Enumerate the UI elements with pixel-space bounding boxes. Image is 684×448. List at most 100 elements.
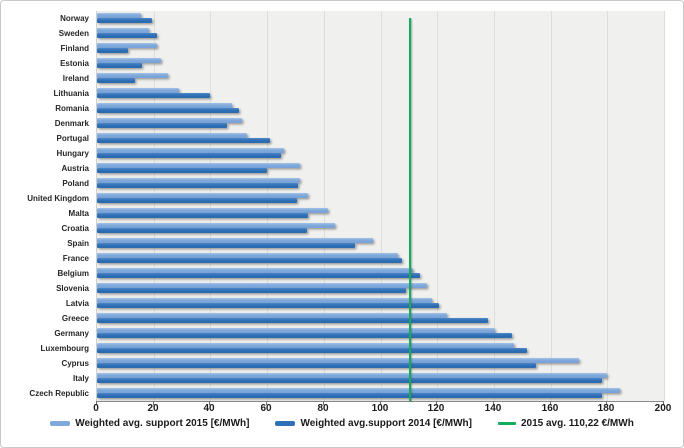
axis-tick	[323, 401, 324, 405]
bar-2014	[97, 63, 143, 68]
bar-2015	[97, 132, 248, 138]
gridline	[551, 11, 552, 401]
axis-tick-label: 120	[427, 403, 445, 414]
axis-tick	[436, 401, 437, 405]
bar-2015	[97, 372, 608, 378]
bar-2014	[97, 93, 211, 98]
gridline	[437, 11, 438, 401]
category-label: Belgium	[57, 268, 89, 278]
bar-2014	[97, 303, 439, 308]
average-line	[409, 18, 411, 401]
legend-item-avg: 2015 avg. 110,22 €/MWh	[497, 417, 634, 429]
bar-2014	[97, 348, 527, 353]
bar-2015	[97, 207, 329, 213]
category-label: Slovenia	[56, 283, 89, 293]
bar-2014	[97, 48, 129, 53]
bar-2014	[97, 153, 282, 158]
bar-2014	[97, 363, 537, 368]
axis-tick	[209, 401, 210, 405]
bar-2015	[97, 12, 141, 18]
category-label: Greece	[61, 313, 89, 323]
legend-label-avg: 2015 avg. 110,22 €/MWh	[520, 417, 634, 429]
bar-2014	[97, 123, 228, 128]
category-label: Austria	[61, 163, 89, 173]
category-label: Hungary	[56, 148, 89, 158]
bar-2015	[97, 312, 448, 318]
category-label: Finland	[60, 43, 89, 53]
bar-2015	[97, 72, 168, 78]
legend-label-2015: Weighted avg. support 2015 [€/MWh]	[75, 417, 250, 429]
axis-tick-label: 200	[654, 403, 672, 414]
bar-2015	[97, 192, 309, 198]
axis-tick	[266, 401, 267, 405]
bar-2014	[97, 33, 157, 38]
gridline	[324, 11, 325, 401]
category-label: Poland	[62, 178, 89, 188]
category-label: Norway	[60, 13, 89, 23]
gridline	[210, 11, 211, 401]
bar-2015	[97, 57, 161, 63]
axis-tick-label: 80	[317, 403, 329, 414]
bar-2015	[97, 387, 621, 393]
bar-2015	[97, 147, 285, 153]
category-label: Romania	[55, 103, 89, 113]
category-label: Czech Republic	[29, 388, 89, 398]
bar-2015	[97, 327, 496, 333]
bar-2014	[97, 78, 136, 83]
bar-2014	[97, 288, 406, 293]
bar-2014	[97, 108, 239, 113]
bar-2015	[97, 282, 428, 288]
category-label: Latvia	[65, 298, 89, 308]
category-label: Lithuania	[53, 88, 89, 98]
axis-tick-label: 180	[597, 403, 615, 414]
gridline	[607, 11, 608, 401]
bar-2014	[97, 273, 421, 278]
axis-tick-label: 0	[93, 403, 99, 414]
bar-2014	[97, 378, 602, 383]
bar-2015	[97, 102, 232, 108]
axis-tick-label: 100	[371, 403, 389, 414]
bar-2015	[97, 177, 300, 183]
bar-2015	[97, 342, 514, 348]
category-label: Germany	[54, 328, 89, 338]
category-label: Portugal	[56, 133, 89, 143]
legend: Weighted avg. support 2015 [€/MWh] Weigh…	[1, 415, 683, 431]
axis-tick-label: 40	[203, 403, 215, 414]
category-label: Ireland	[62, 73, 89, 83]
bar-2015	[97, 357, 579, 363]
category-label: Estonia	[60, 58, 89, 68]
category-label: Italy	[72, 373, 89, 383]
category-label: Cyprus	[61, 358, 89, 368]
bar-2014	[97, 393, 602, 398]
axis-tick	[96, 401, 97, 405]
series-2014-swatch-icon	[275, 420, 296, 426]
bar-2014	[97, 243, 355, 248]
axis-tick-label: 140	[484, 403, 502, 414]
axis-tick	[493, 401, 494, 405]
category-label: Denmark	[54, 118, 89, 128]
bar-2014	[97, 228, 307, 233]
category-label: United Kingdom	[27, 193, 89, 203]
category-label: Sweden	[58, 28, 89, 38]
bar-2015	[97, 117, 242, 123]
bar-2015	[97, 237, 374, 243]
category-label: Croatia	[61, 223, 89, 233]
gridline	[664, 11, 665, 401]
bar-2015	[97, 222, 336, 228]
gridline	[494, 11, 495, 401]
bar-2015	[97, 162, 300, 168]
category-label: France	[62, 253, 89, 263]
axis-tick	[606, 401, 607, 405]
bar-2014	[97, 318, 489, 323]
bar-2015	[97, 267, 414, 273]
plot-area	[96, 11, 665, 402]
axis-tick-label: 60	[260, 403, 272, 414]
bar-2014	[97, 258, 402, 263]
axis-tick	[663, 401, 664, 405]
legend-label-2014: Weighted avg.support 2014 [€/MWh]	[300, 417, 472, 429]
axis-tick-label: 20	[147, 403, 159, 414]
axis-tick	[153, 401, 154, 405]
gridline	[381, 11, 382, 401]
bar-2014	[97, 138, 270, 143]
